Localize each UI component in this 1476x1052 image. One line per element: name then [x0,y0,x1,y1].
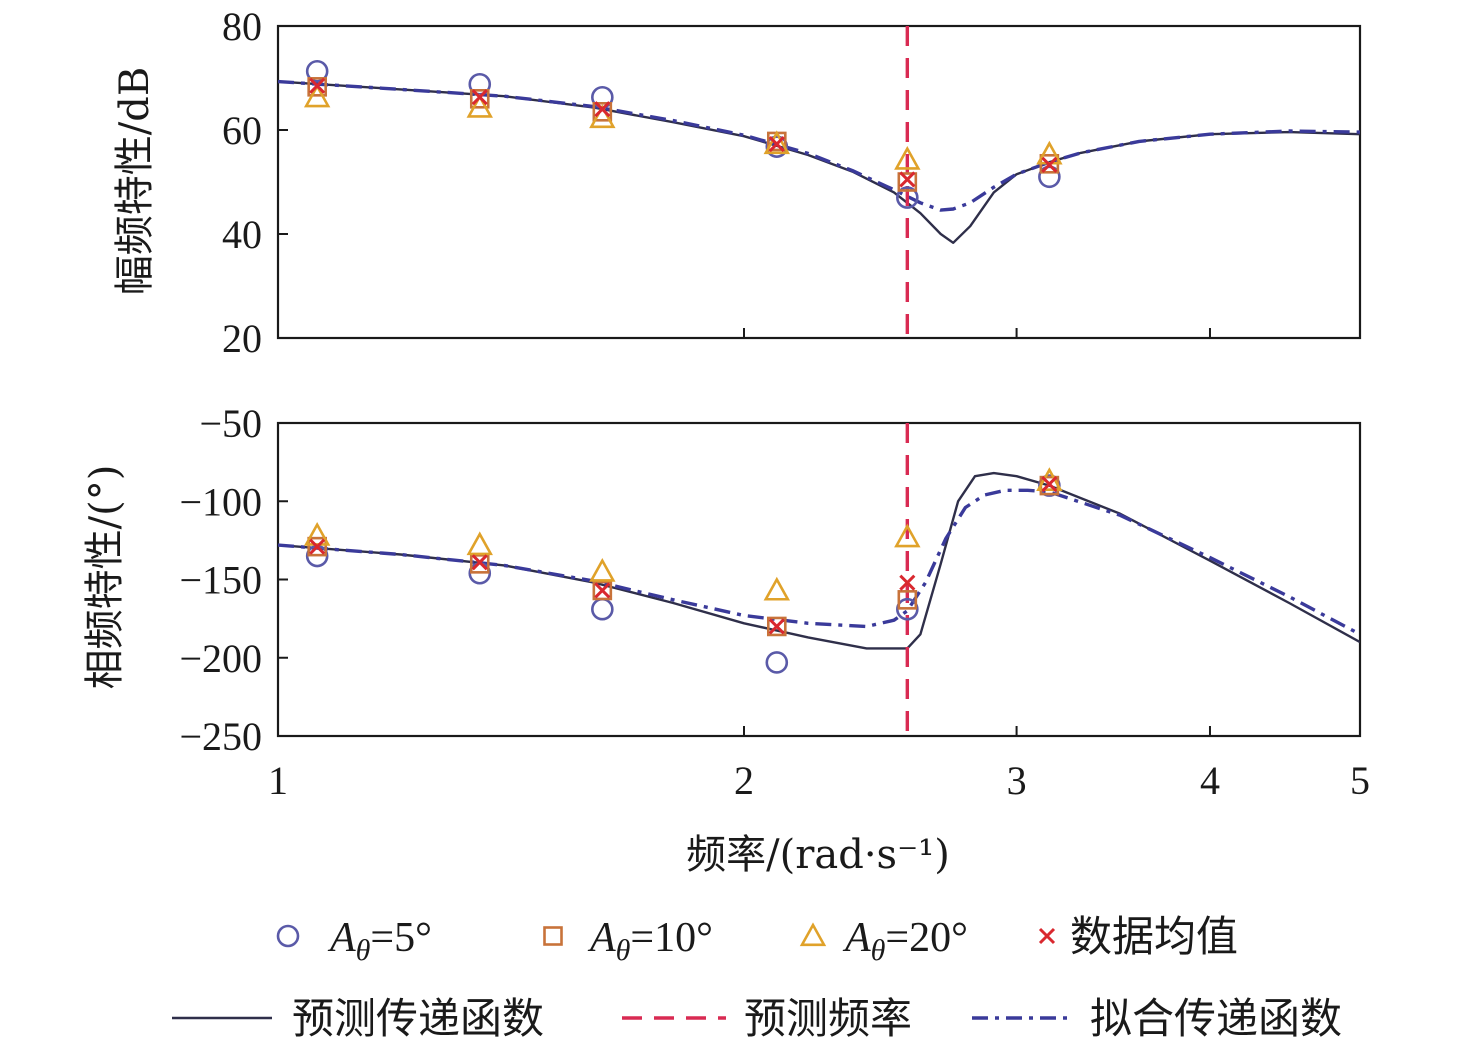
phase-series-pred_tf [278,471,1360,650]
legend-label-A20: Aθ=20° [842,915,968,967]
phase-point-A20 [589,557,616,582]
phase-ytick-label: −150 [179,558,262,603]
phase-point-A10 [592,580,613,601]
phase-point-mean [768,618,785,635]
mag-point-A5 [896,186,919,209]
phase-point-A10 [897,590,918,610]
phase-ytick-label: −100 [179,479,262,524]
mag-plot-frame [276,24,1362,340]
mag-point-A5 [765,135,789,158]
phase-ytick-label: −200 [179,636,262,681]
mag-point-A10 [307,77,327,97]
phase-point-A10 [469,554,490,574]
phase-xtick-label: 5 [1350,758,1370,803]
phase-ytick-label: −250 [179,714,262,759]
phase-point-A5 [896,597,919,621]
phase-plot-frame [276,421,1362,738]
legend-label-mean: 数据均值 [1070,912,1238,961]
legend-label-pred_freq: 预测频率 [744,994,912,1043]
mag-point-mean [309,77,326,94]
legend-marker-A20 [799,922,827,947]
legend-label-A5: Aθ=5° [327,915,432,967]
legend-label-pred_tf: 预测传递函数 [292,994,544,1043]
legend-marker-A5 [276,924,300,948]
phase-point-A20 [303,522,331,546]
magnitude-panel: 20 40 60 80 [222,4,1362,361]
mag-ytick-label: 20 [222,316,262,361]
x-axis-label: 频率/(rad·s⁻¹) [686,832,950,878]
magnitude-ylabel: 幅频特性/dB [112,67,158,295]
mag-point-A10 [592,102,613,122]
mag-ytick-label: 40 [222,212,262,257]
mag-point-A20 [303,83,331,108]
phase-point-mean [899,574,916,591]
legend-marker-mean [1038,927,1056,945]
mag-point-mean [899,171,916,188]
mag-point-A20 [763,130,791,155]
phase-xtick-label: 4 [1200,758,1220,803]
phase-ylabel: 相频特性/(°) [82,465,128,690]
mag-point-A20 [589,104,616,129]
phase-point-A20 [763,576,791,601]
phase-point-A5 [591,597,614,621]
mag-point-mean [1041,156,1058,173]
mag-point-A10 [469,89,490,109]
legend-label-A10: Aθ=10° [587,915,713,967]
phase-panel: −250 −200 −150 −100 −50 1 2 3 4 5 [179,401,1370,803]
phase-point-A20 [466,531,493,556]
phase-point-A10 [307,536,327,557]
phase-point-mean [1041,475,1058,493]
phase-point-A20 [894,523,921,548]
mag-point-mean [594,101,611,118]
phase-point-A5 [765,651,789,674]
phase-point-A10 [766,616,787,637]
phase-point-mean [471,554,488,571]
mag-point-A20 [894,145,921,170]
mag-point-A5 [305,59,329,83]
mag-series-fit_tf [278,79,1360,212]
phase-point-mean [309,538,326,555]
mag-point-A20 [466,93,493,118]
mag-point-mean [768,135,785,153]
phase-point-mean [594,582,611,599]
phase-xtick-label: 3 [1007,758,1027,803]
phase-series-fit_tf [278,488,1360,636]
legend-label-fit_tf: 拟合传递函数 [1090,994,1342,1043]
phase-xtick-label: 2 [734,758,754,803]
mag-point-mean [471,89,488,106]
phase-xtick-label: 1 [268,758,288,803]
legend-marker-A10 [543,926,563,946]
mag-ytick-label: 80 [222,4,262,49]
phase-ytick-label: −50 [199,401,262,446]
mag-ytick-label: 60 [222,108,262,153]
mag-point-A10 [897,172,918,192]
mag-series-pred_tf [278,80,1360,244]
